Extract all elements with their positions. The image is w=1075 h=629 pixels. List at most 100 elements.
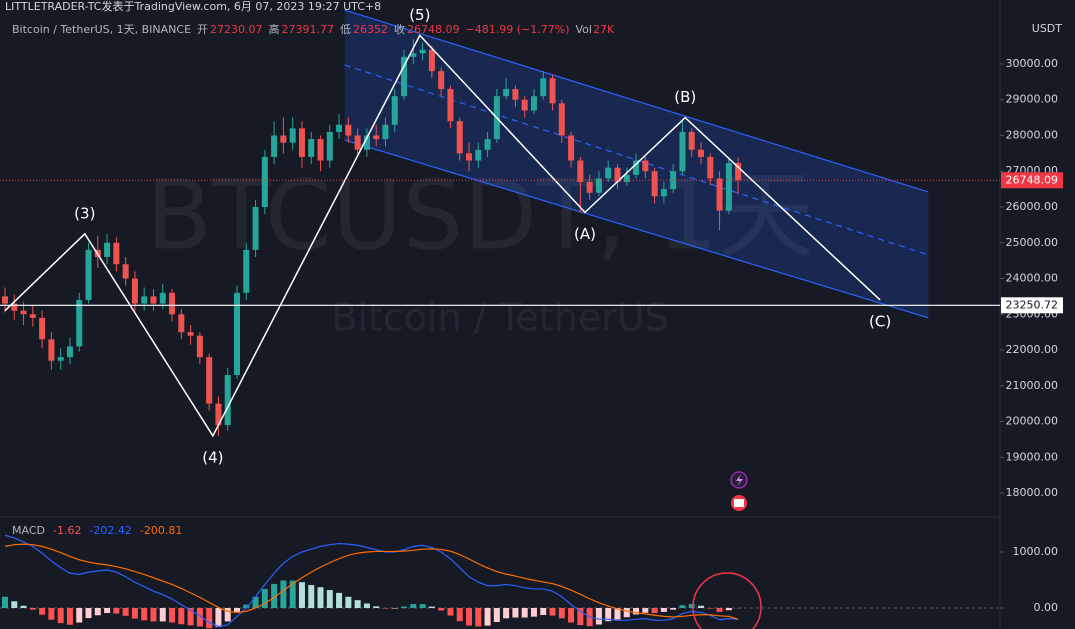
wave-label: (3) bbox=[74, 204, 95, 222]
wave-label: (B) bbox=[674, 88, 696, 106]
candle-body bbox=[57, 357, 64, 361]
histogram-bar bbox=[493, 607, 500, 622]
candle-body bbox=[605, 167, 612, 179]
candle-body bbox=[475, 149, 482, 161]
credit: LITTLETRADER-TC发表于TradingView.com, 6月 07… bbox=[5, 0, 381, 13]
histogram-bar bbox=[354, 600, 361, 608]
candle-body bbox=[261, 156, 268, 208]
candle-body bbox=[363, 135, 370, 150]
histogram-bar bbox=[466, 607, 472, 626]
candle-body bbox=[484, 139, 491, 150]
macd-line bbox=[4, 534, 739, 628]
y-tick-label: 1000.00 bbox=[1013, 545, 1059, 558]
candle-body bbox=[549, 78, 556, 104]
wave-label: (C) bbox=[869, 312, 891, 330]
histogram-bar bbox=[261, 588, 268, 608]
candle-body bbox=[382, 124, 389, 140]
candle-body bbox=[568, 135, 575, 161]
histogram-bar bbox=[94, 607, 101, 616]
candle-body bbox=[85, 249, 92, 300]
candle-body bbox=[298, 128, 305, 157]
candle-body bbox=[169, 292, 176, 315]
histogram-bar bbox=[670, 607, 677, 610]
candle-body bbox=[623, 174, 630, 182]
histogram-bar bbox=[391, 607, 398, 609]
candle-body bbox=[428, 49, 435, 72]
histogram-bar bbox=[336, 592, 343, 608]
candle-body bbox=[317, 139, 324, 161]
histogram-bar bbox=[39, 607, 46, 615]
candle-body bbox=[503, 89, 510, 97]
candle-body bbox=[48, 339, 55, 361]
histogram-bar bbox=[308, 585, 315, 608]
histogram-bar bbox=[113, 607, 120, 614]
y-tick-label: 18000.00 bbox=[1006, 486, 1059, 499]
candle-body bbox=[456, 121, 463, 154]
y-tick-label: 22000.00 bbox=[1006, 343, 1059, 356]
candle-body bbox=[122, 264, 129, 279]
histogram-bar bbox=[76, 607, 83, 623]
macd-value: -202.42 bbox=[89, 524, 131, 537]
histogram-bar bbox=[679, 605, 686, 608]
candle-body bbox=[651, 171, 658, 197]
candle-body bbox=[104, 242, 111, 258]
histogram-bar bbox=[57, 607, 64, 624]
hline-label: 23250.72 bbox=[1006, 298, 1059, 311]
histogram-bar bbox=[141, 607, 148, 621]
histogram-bar bbox=[131, 607, 138, 619]
candle-body bbox=[419, 49, 426, 54]
watermark-sub: Bitcoin / TetherUS bbox=[331, 296, 668, 340]
ohlc-label: 开 bbox=[197, 23, 208, 36]
candle-body bbox=[308, 139, 315, 157]
ohlc-value: 26748.09 bbox=[407, 23, 460, 36]
candle-body bbox=[401, 56, 408, 97]
histogram-bar bbox=[651, 607, 658, 614]
flash-glyph bbox=[736, 474, 743, 486]
legend-header: Bitcoin / TetherUS, 1天, BINANCE 开 27230.07… bbox=[12, 22, 615, 36]
histogram-bar bbox=[642, 607, 649, 613]
candle-body bbox=[131, 278, 138, 304]
title: Bitcoin / TetherUS, 1天, BINANCE bbox=[12, 23, 191, 36]
candle-body bbox=[11, 303, 18, 311]
candle-body bbox=[725, 163, 732, 211]
histogram-bar bbox=[29, 607, 36, 610]
histogram-bar bbox=[512, 607, 519, 618]
candle-body bbox=[679, 131, 686, 172]
candle-body bbox=[447, 89, 454, 122]
candle-body bbox=[336, 124, 343, 132]
histogram-bar bbox=[196, 607, 203, 627]
wave-label: (5) bbox=[409, 6, 430, 24]
histogram-bar bbox=[521, 607, 528, 618]
candle-body bbox=[354, 135, 361, 150]
indicator-name: MACD bbox=[12, 524, 45, 537]
histogram-bar bbox=[633, 607, 640, 615]
histogram-bar bbox=[104, 607, 111, 614]
candle-body bbox=[178, 314, 185, 333]
candle-body bbox=[271, 135, 278, 157]
candle-body bbox=[660, 189, 667, 197]
candle-body bbox=[614, 167, 621, 182]
histogram-bar bbox=[215, 607, 222, 628]
candle-body bbox=[540, 78, 547, 97]
ohlc-label: 高 bbox=[269, 22, 280, 36]
candle-body bbox=[159, 292, 166, 304]
histogram-bar bbox=[456, 607, 463, 622]
candle-body bbox=[39, 317, 46, 340]
channel-middle bbox=[344, 64, 929, 256]
candle-body bbox=[76, 299, 83, 347]
histogram-bar bbox=[234, 607, 240, 612]
histogram-bar bbox=[660, 607, 667, 612]
candle-body bbox=[373, 135, 380, 140]
histogram-bar bbox=[252, 596, 259, 608]
y-tick-label: 25000.00 bbox=[1006, 236, 1059, 249]
candle-body bbox=[150, 296, 157, 304]
histogram-bar bbox=[614, 607, 621, 620]
histogram-bar bbox=[530, 607, 537, 617]
calendar-glyph bbox=[734, 499, 744, 507]
candle-body bbox=[280, 135, 287, 143]
candle-body bbox=[521, 99, 528, 111]
histogram-bar bbox=[48, 607, 55, 620]
candle-body bbox=[688, 131, 695, 150]
candle-body bbox=[466, 153, 472, 161]
candle-body bbox=[633, 160, 640, 175]
